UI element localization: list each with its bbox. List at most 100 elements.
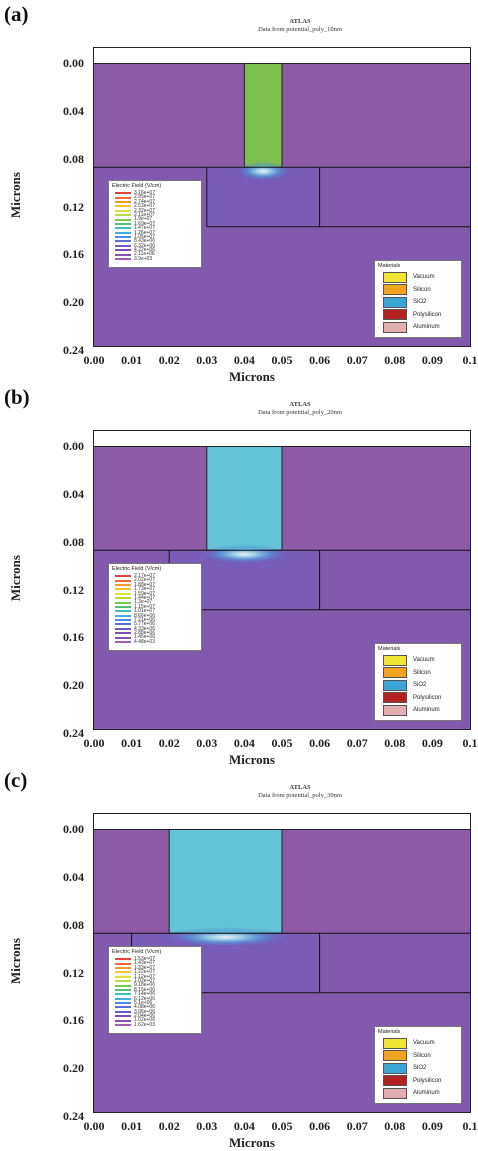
field-legend-row: 1.02e+06 [109, 1018, 201, 1023]
material-name: Aluminum [413, 707, 440, 714]
x-axis-label: Microns [229, 1135, 275, 1150]
field-color-swatch [115, 1006, 131, 1009]
field-value-label: 2.32e+07 [134, 207, 155, 214]
device-plot: Electric Field (V/cm) 2.17e+07 2.02e+07 1.8… [93, 430, 471, 730]
field-color-swatch [115, 619, 131, 622]
material-name: Polysilicon [413, 694, 442, 701]
material-color-swatch [383, 321, 407, 333]
electric-field-legend-title: Electric Field (V/cm) [112, 949, 162, 955]
field-color-swatch [115, 214, 131, 217]
field-legend-row: 2.02e+07 [109, 578, 201, 583]
field-color-swatch [115, 614, 131, 617]
field-color-swatch [115, 240, 131, 243]
field-value-label: 3.06e+06 [134, 1008, 155, 1015]
y-tick-label: 0.00 [63, 439, 84, 454]
field-color-swatch [115, 971, 131, 974]
field-hotspot [196, 544, 292, 565]
field-value-label: 2.11e+07 [134, 211, 155, 218]
field-color-swatch [115, 222, 131, 225]
field-legend-row: 1.15e+07 [109, 603, 201, 610]
x-tick-label: 0.07 [346, 353, 368, 367]
material-color-swatch [383, 296, 407, 308]
field-color-swatch [115, 1002, 131, 1005]
panel-2: (c) ATLAS Data from potential_poly_30nm Ele… [0, 766, 478, 1150]
field-color-swatch [115, 575, 131, 578]
field-legend-row: 1.33e+07 [109, 965, 201, 971]
y-tick-label: 0.08 [63, 534, 84, 549]
field-color-swatch [115, 993, 131, 996]
field-legend-row: 1.05e+07 [109, 233, 201, 240]
y-tick-label: 0.08 [63, 917, 84, 932]
field-value-label: 2.17e+07 [134, 573, 155, 579]
field-value-label: 6.12e+06 [134, 995, 155, 1002]
material-name: SiO2 [413, 1065, 427, 1072]
material-color-swatch [383, 1037, 407, 1049]
material-legend-row: Vacuum [375, 654, 461, 667]
y-tick-label: 0.20 [63, 1060, 84, 1075]
field-legend-row: 7.14e+06 [109, 991, 201, 997]
material-name: Aluminum [413, 1090, 440, 1097]
field-legend-row: 9.18e+06 [109, 982, 201, 989]
x-tick-label: 0.00 [83, 353, 105, 367]
field-legend-row: 1.53e+07 [109, 956, 201, 962]
x-tick-label: 0.1 [462, 736, 478, 750]
field-value-label: 1.05e+07 [134, 233, 155, 240]
materials-legend-title: Materials [378, 263, 401, 269]
field-color-swatch [115, 227, 131, 230]
field-value-label: 9.18e+06 [134, 982, 155, 989]
x-tick-label: 0.08 [384, 353, 406, 367]
material-color-swatch [383, 284, 407, 296]
material-color-swatch [383, 271, 407, 283]
field-hotspot [159, 927, 292, 948]
field-value-label: 1.44e+07 [134, 594, 155, 601]
material-legend-row: Vacuum [375, 1037, 461, 1050]
y-tick-label: 0.16 [63, 1013, 84, 1028]
field-legend-row: 1.59e+07 [109, 591, 201, 596]
field-legend-row: 1.44e+07 [109, 594, 201, 601]
field-value-label: 2.11e+06 [134, 251, 155, 258]
field-value-label: 1.45e+06 [134, 634, 155, 641]
field-value-label: 1.22e+07 [134, 969, 155, 976]
field-color-swatch [115, 623, 131, 626]
field-value-label: 4.33e+06 [134, 625, 155, 632]
field-legend-row: 2.53e+07 [109, 203, 201, 209]
material-color-swatch [383, 1075, 407, 1087]
material-legend-row: Aluminum [375, 1087, 461, 1100]
material-name: Aluminum [413, 324, 440, 331]
material-name: Silicon [413, 286, 431, 293]
field-legend-row: 4.48e+03 [109, 639, 201, 645]
field-legend-row: 1.69e+07 [109, 221, 201, 226]
materials-legend-title: Materials [378, 1029, 401, 1035]
x-tick-label: 0.09 [421, 353, 443, 367]
field-color-swatch [115, 236, 131, 239]
gate-region [206, 445, 283, 551]
material-name: Vacuum [413, 274, 435, 281]
field-legend-row: 6.12e+06 [109, 995, 201, 1002]
field-color-swatch [115, 601, 131, 604]
x-tick-label: 0.05 [271, 1119, 293, 1133]
materials-legend: Materials Vacuum Silicon SiO2 Polysilicon Alu… [374, 1026, 462, 1104]
y-tick-label: 0.08 [63, 151, 84, 166]
x-tick-label: 0.06 [309, 736, 331, 750]
x-tick-label: 0.04 [233, 353, 255, 367]
field-value-label: 1.15e+07 [134, 603, 155, 610]
field-legend-row: 4.22e+06 [109, 247, 201, 253]
field-legend-row: 8.43e+06 [109, 239, 201, 244]
material-name: Polysilicon [413, 311, 442, 318]
field-legend-row: 8.15e+06 [109, 987, 201, 992]
field-legend-row: 8.66e+06 [109, 613, 201, 618]
x-tick-label: 0.06 [309, 1119, 331, 1133]
field-value-label: 1.47e+07 [134, 225, 155, 232]
panel-label: (c) [4, 768, 28, 792]
field-color-swatch [115, 249, 131, 252]
field-legend-row: 1.22e+07 [109, 969, 201, 976]
field-color-swatch [115, 1010, 131, 1013]
material-color-swatch [383, 667, 407, 679]
field-color-swatch [115, 583, 131, 586]
material-color-swatch [383, 309, 407, 321]
field-legend-row: 2.11e+06 [109, 251, 201, 258]
gate-region [168, 828, 283, 934]
plot-subtitle: Data from potential_poly_30nm [258, 791, 342, 799]
x-tick-label: 0.01 [121, 353, 143, 367]
field-color-swatch [115, 592, 131, 595]
